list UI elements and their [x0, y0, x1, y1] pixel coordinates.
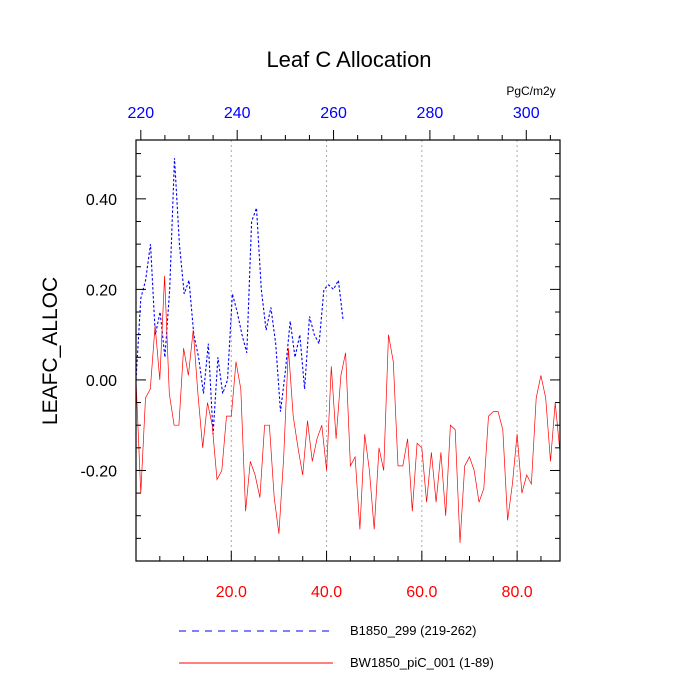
y-axis-label: LEAFC_ALLOC — [39, 277, 62, 425]
legend: B1850_299 (219-262) BW1850_piC_001 (1-89… — [179, 623, 494, 670]
x-tick-label: 20.0 — [216, 584, 247, 601]
tick-labels: 20.0 40.0 60.0 80.0 220 240 260 280 300 -0.20 0.00… — [81, 105, 540, 601]
y-tick-label: -0.20 — [81, 463, 118, 480]
chart-title: Leaf C Allocation — [266, 47, 431, 72]
top-tick-label: 220 — [127, 105, 154, 122]
top-tick-label: 280 — [417, 105, 444, 122]
top-tick-label: 300 — [513, 105, 540, 122]
plot-border — [135, 139, 561, 562]
top-tick-label: 260 — [320, 105, 347, 122]
series-lines — [135, 158, 561, 543]
x-tick-label: 80.0 — [502, 584, 533, 601]
legend-label-bw1850: BW1850_piC_001 (1-89) — [350, 655, 494, 670]
series-line-0 — [135, 158, 344, 435]
legend-label-b1850: B1850_299 (219-262) — [350, 623, 477, 638]
top-tick-label: 240 — [224, 105, 251, 122]
series-line-1 — [135, 275, 561, 543]
y-tick-label: 0.40 — [86, 192, 117, 209]
plot-frame — [135, 139, 561, 562]
axis-ticks — [135, 130, 560, 562]
x-tick-label: 60.0 — [406, 584, 437, 601]
x-tick-label: 40.0 — [311, 584, 342, 601]
grid-lines — [230, 140, 518, 561]
y-tick-label: 0.20 — [86, 282, 117, 299]
top-axis-unit-label: PgC/m2y — [506, 84, 555, 98]
y-tick-label: 0.00 — [86, 373, 117, 390]
